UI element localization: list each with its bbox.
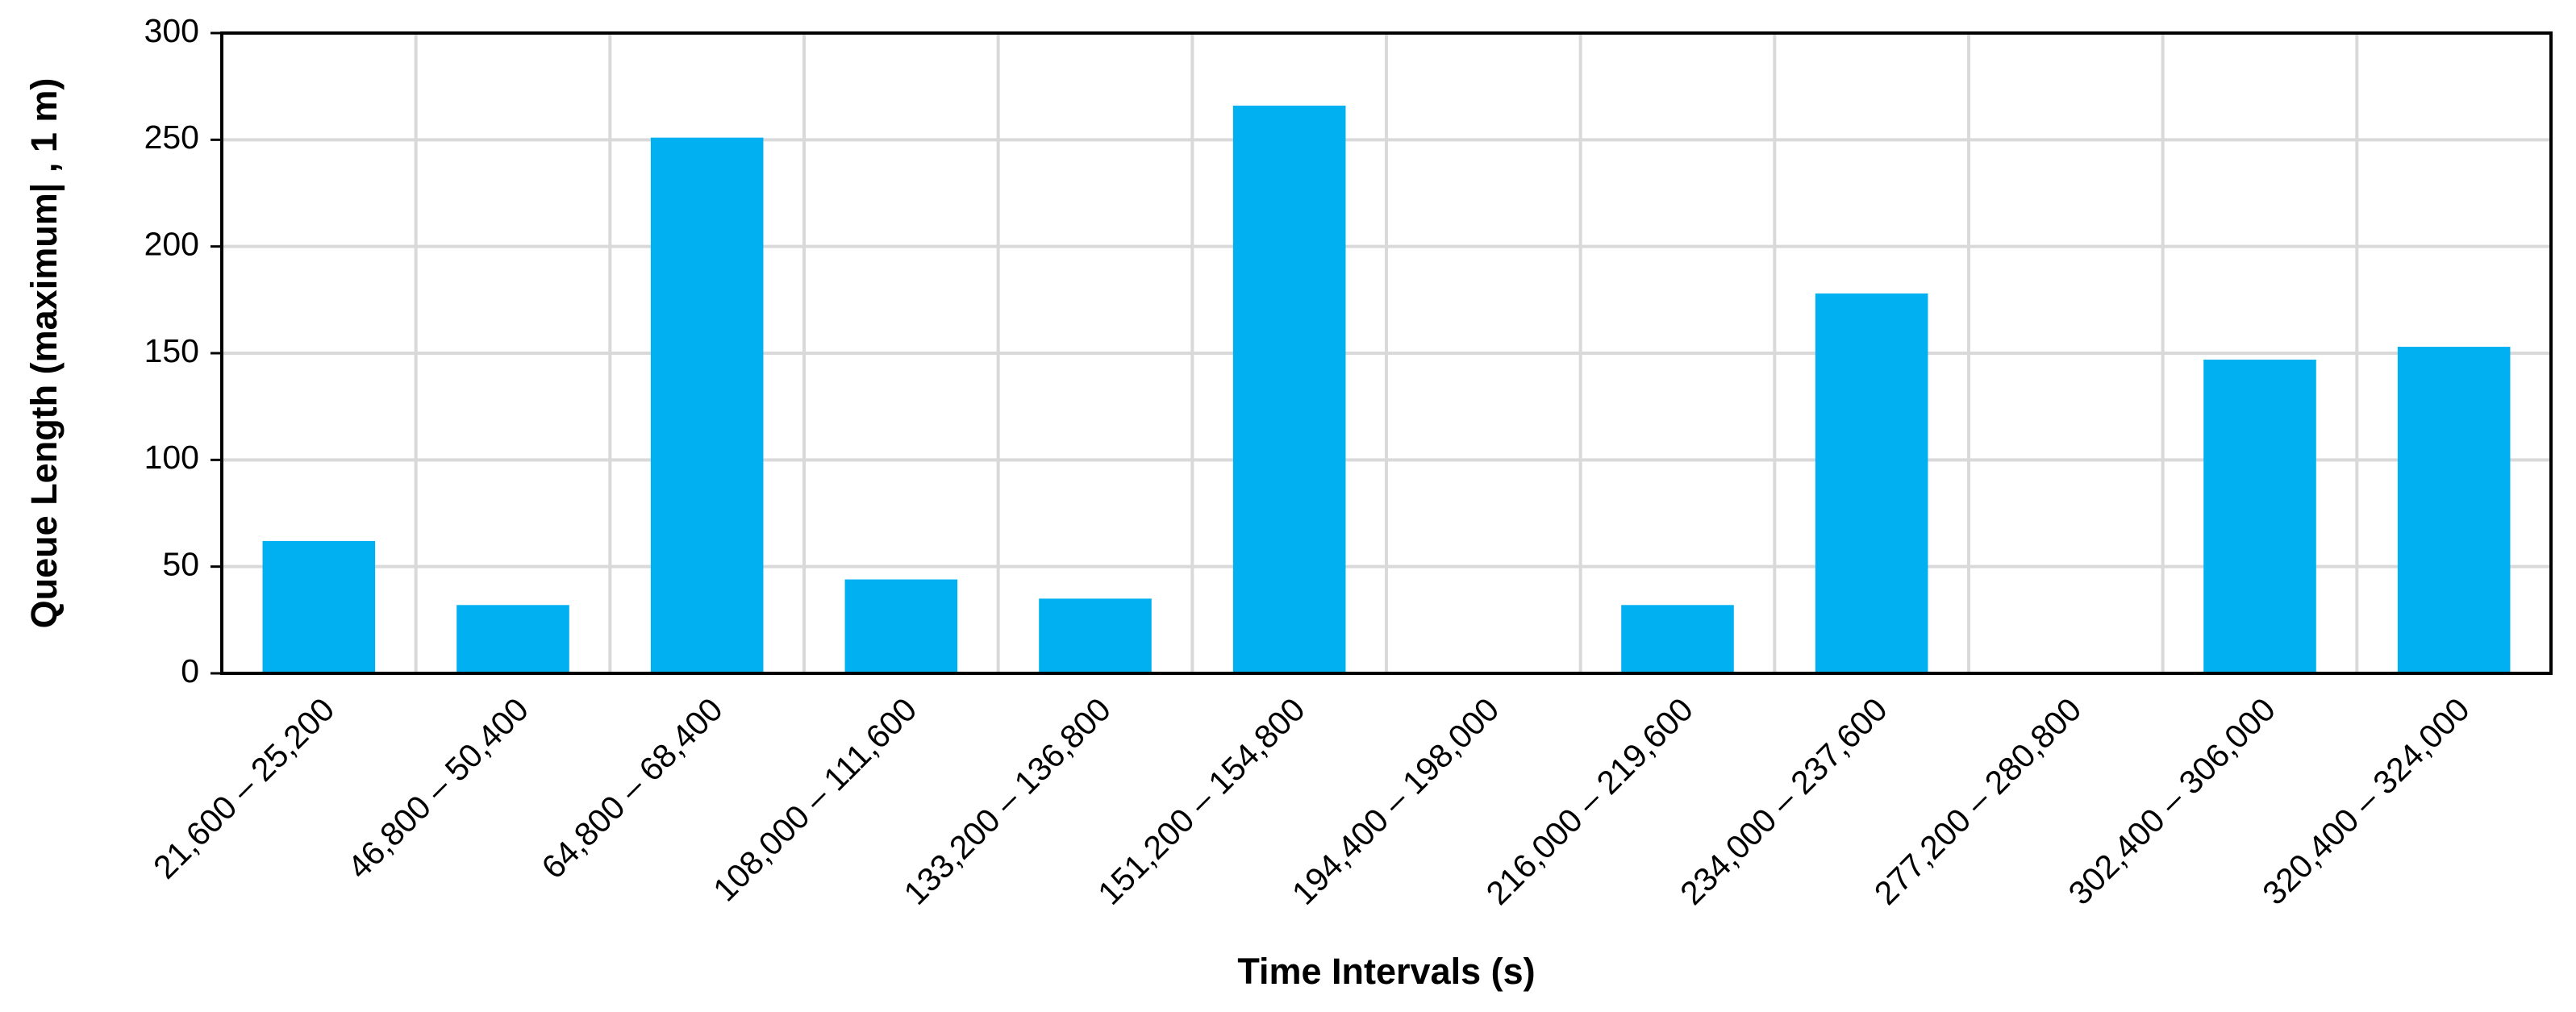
- x-tick-label: 194,400 – 198,000: [1285, 690, 1506, 911]
- x-tick-label: 21,600 – 25,200: [146, 690, 341, 885]
- x-tick-label: 133,200 – 136,800: [897, 690, 1118, 911]
- x-tick-label: 64,800 – 68,400: [535, 690, 730, 885]
- bar: [1815, 293, 1928, 673]
- bar: [650, 137, 764, 674]
- y-tick-label: 50: [162, 545, 199, 582]
- x-tick-label: 46,800 – 50,400: [340, 690, 536, 885]
- bar: [1039, 598, 1152, 673]
- bar: [2203, 359, 2316, 673]
- bar: [456, 605, 569, 673]
- x-tick-label: 320,400 – 324,000: [2255, 690, 2476, 911]
- x-tick-label: 108,000 – 111,600: [706, 690, 923, 908]
- x-tick-label: 216,000 – 219,600: [1479, 690, 1700, 911]
- bar: [262, 540, 376, 673]
- bar: [1621, 605, 1734, 673]
- y-tick-label: 300: [144, 12, 199, 49]
- x-tick-label: 277,200 – 280,800: [1867, 690, 2088, 911]
- y-tick-label: 200: [144, 225, 199, 262]
- bar: [844, 579, 958, 673]
- x-tick-label: 302,400 – 306,000: [2061, 690, 2282, 911]
- bar: [2397, 347, 2511, 673]
- x-axis-title: Time Intervals (s): [1237, 951, 1535, 992]
- y-tick-label: 250: [144, 119, 199, 156]
- x-tick-label: 151,200 – 154,800: [1090, 690, 1311, 911]
- y-tick-label: 100: [144, 439, 199, 476]
- plot-frame: [220, 31, 2553, 675]
- y-tick-label: 150: [144, 332, 199, 369]
- bar: [1232, 105, 1346, 673]
- y-axis-title: Queue Length (maximum| , 1 m): [23, 78, 65, 629]
- x-tick-label: 234,000 – 237,600: [1673, 690, 1894, 911]
- y-tick-label: 0: [181, 652, 199, 689]
